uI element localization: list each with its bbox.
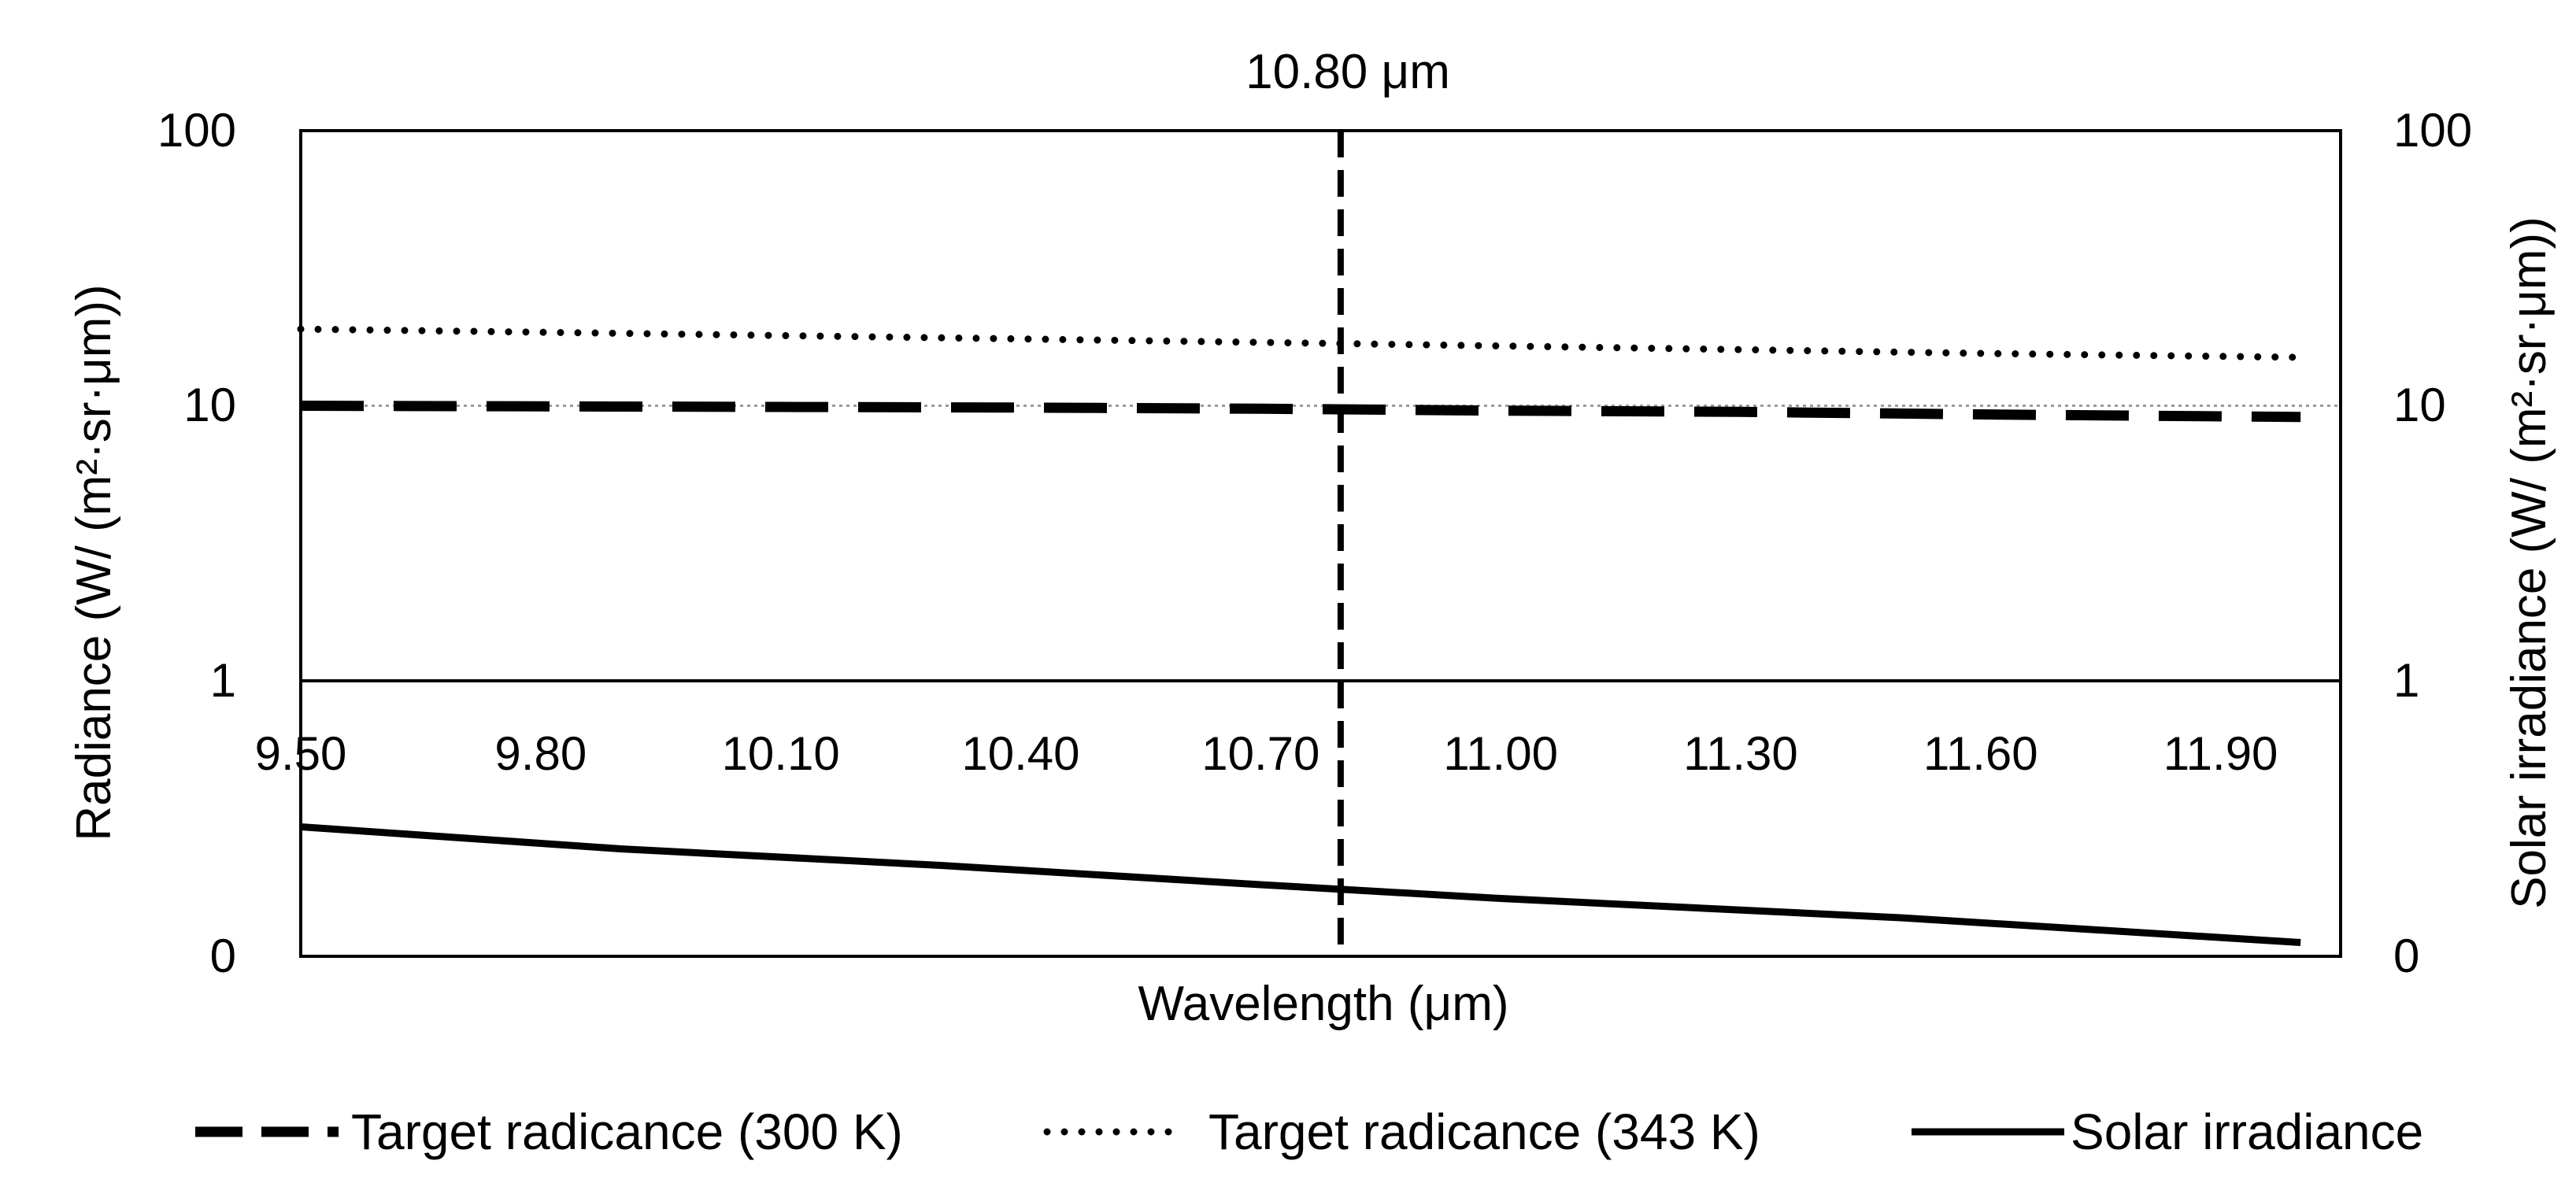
x-tick-label: 11.30 <box>1683 727 1798 780</box>
y-tick-label-left: 10 <box>183 379 236 431</box>
plot-frame <box>299 129 2342 958</box>
x-tick-label: 9.80 <box>494 727 587 780</box>
y-tick-label-left: 100 <box>157 104 236 157</box>
y-axis-title-right: Solar irradiance (W/ (m²·sr·μm)) <box>2502 216 2556 909</box>
x-tick-label: 10.10 <box>722 727 840 780</box>
x-tick-label: 11.90 <box>2163 727 2278 780</box>
x-axis-title: Wavelength (μm) <box>1138 977 1509 1031</box>
y-tick-label-right: 100 <box>2393 104 2472 157</box>
y-tick-label-right: 1 <box>2393 654 2419 707</box>
y-tick-label-right: 10 <box>2393 379 2446 431</box>
legend-label-343k: Target radicance (343 K) <box>1208 1103 1760 1160</box>
y-tick-label-left: 1 <box>210 654 236 707</box>
y-axis-title-left: Radiance (W/ (m²·sr·μm)) <box>67 284 121 841</box>
legend-label-solar: Solar irradiance <box>2071 1103 2423 1160</box>
annotation-label: 10.80 μm <box>1245 45 1450 99</box>
x-tick-label: 11.60 <box>1923 727 2038 780</box>
x-tick-label: 10.70 <box>1201 727 1319 780</box>
series-line-1 <box>297 325 2304 361</box>
series-line-2 <box>300 823 2301 946</box>
series-line-0 <box>300 401 2301 423</box>
y-tick-label-left: 0 <box>210 930 236 982</box>
y-tick-label-right: 0 <box>2393 930 2419 982</box>
x-tick-label: 10.40 <box>961 727 1079 780</box>
legend: Target radicance (300 K) Target radicanc… <box>195 1103 2423 1160</box>
x-tick-label: 11.00 <box>1443 727 1558 780</box>
legend-label-300k: Target radicance (300 K) <box>351 1103 903 1160</box>
x-tick-label: 9.50 <box>255 727 347 780</box>
